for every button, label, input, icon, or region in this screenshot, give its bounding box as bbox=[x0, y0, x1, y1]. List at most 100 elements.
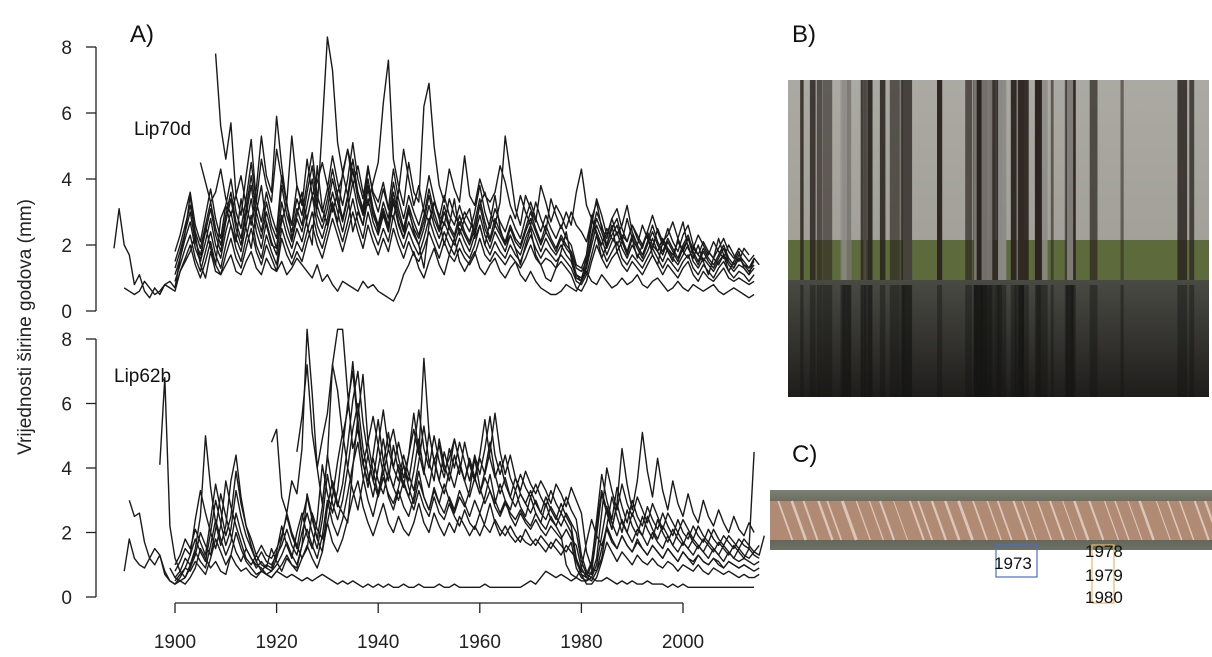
core-ring bbox=[1049, 500, 1065, 541]
core-ring bbox=[840, 500, 858, 541]
core-ring bbox=[868, 500, 885, 541]
photo-trunk-reflection bbox=[903, 285, 912, 397]
photo-trunk-reflection bbox=[1021, 285, 1024, 397]
photo-trunks bbox=[800, 80, 1195, 397]
photo-trunk-reflection bbox=[1177, 285, 1188, 397]
photo-trunk-reflection bbox=[1042, 285, 1048, 397]
photo-water bbox=[788, 280, 1209, 397]
photo-trunk bbox=[981, 80, 993, 280]
photo-trunk-reflection bbox=[861, 285, 873, 397]
photo-trunk-reflection bbox=[867, 285, 873, 397]
photo-trunk-reflection bbox=[975, 285, 982, 397]
site-label-lip70d: Lip70d bbox=[134, 119, 191, 140]
y-tick-label-top-0: 0 bbox=[61, 302, 72, 323]
photo-trunk-reflection bbox=[1017, 285, 1029, 397]
photo-trunk-reflection bbox=[1120, 285, 1124, 397]
photo-trunk-reflection bbox=[1066, 285, 1076, 397]
y-tick-label-bottom-6: 6 bbox=[61, 395, 72, 416]
core-ring bbox=[817, 500, 834, 541]
photo-trunk-reflection bbox=[981, 285, 993, 397]
series-line-bottom-7 bbox=[174, 441, 760, 582]
ring-label-1973: 1973 bbox=[994, 554, 1032, 573]
photo-trunk-reflection bbox=[1066, 285, 1074, 397]
photo-trunk-reflection bbox=[889, 285, 900, 397]
photo-trunk-reflection bbox=[1070, 285, 1075, 397]
photo-trunk-reflection bbox=[842, 285, 852, 397]
core-ring bbox=[855, 500, 871, 541]
x-tick-label-2000: 2000 bbox=[662, 632, 704, 653]
y-axis-title: Vrijednosti širine godova (mm) bbox=[15, 199, 36, 455]
series-line-bottom-1 bbox=[123, 538, 755, 588]
core-ring bbox=[802, 500, 819, 541]
photo-trunk-reflection bbox=[973, 285, 980, 397]
photo-trunk-reflection bbox=[840, 285, 847, 397]
y-tick-label-bottom-4: 4 bbox=[61, 459, 72, 480]
core-ring bbox=[1036, 500, 1053, 541]
photo-trunk-reflection bbox=[974, 285, 977, 397]
core-ring bbox=[1114, 500, 1130, 541]
series-line-top-3 bbox=[214, 36, 750, 263]
photo-trunk bbox=[842, 80, 852, 280]
photo-trunk-reflection bbox=[809, 285, 816, 397]
photo-trunk bbox=[822, 80, 833, 280]
ring-label-1979: 1979 bbox=[1085, 566, 1123, 585]
core-ring bbox=[1127, 500, 1143, 541]
photo-trunk-reflection bbox=[800, 285, 804, 397]
photo-trunk bbox=[860, 80, 863, 280]
panel-a-label: A) bbox=[130, 21, 154, 48]
core-ring bbox=[1178, 500, 1195, 541]
photo-trunk bbox=[1042, 80, 1048, 280]
core-ring bbox=[1138, 500, 1155, 541]
x-ticks: 1900 1920 1940 1960 1980 2000 bbox=[154, 603, 704, 653]
series-line-bottom-2 bbox=[128, 373, 760, 585]
photo-trunk bbox=[1120, 80, 1124, 280]
photo-trunk-reflection bbox=[1018, 285, 1024, 397]
core-ring bbox=[777, 500, 794, 541]
photo-trunk-reflection bbox=[989, 285, 996, 397]
photo-trunk bbox=[1177, 80, 1188, 280]
photo-trunk bbox=[800, 80, 804, 280]
site-label-lip62b: Lip62b bbox=[114, 366, 171, 387]
series-line-bottom-9 bbox=[174, 480, 760, 585]
photo-trunk-reflection bbox=[978, 285, 988, 397]
series-line-top-5 bbox=[174, 158, 755, 273]
x-tick-label-1980: 1980 bbox=[560, 632, 602, 653]
series-line-top-2 bbox=[123, 234, 755, 302]
photo-trunk bbox=[1034, 80, 1041, 280]
y-tick-label-bottom-2: 2 bbox=[61, 524, 72, 545]
photo-trunk bbox=[816, 80, 822, 280]
core-rings bbox=[777, 500, 1212, 541]
core-ring bbox=[986, 500, 1002, 541]
core-ring bbox=[908, 500, 925, 541]
core-ring bbox=[917, 500, 934, 541]
photo-trunk bbox=[1010, 80, 1017, 280]
core-ring bbox=[1193, 500, 1210, 541]
photo-trunk bbox=[809, 80, 816, 280]
photo-trunk bbox=[1089, 80, 1098, 280]
photo-trunk bbox=[867, 80, 873, 280]
ring-label-1980: 1980 bbox=[1085, 588, 1123, 607]
tree-core-sample: 1973 1978 1979 1980 bbox=[770, 490, 1212, 607]
photo-trunk-reflection bbox=[937, 285, 943, 397]
panel-b-label: B) bbox=[792, 21, 816, 48]
photo-trunk bbox=[1050, 80, 1054, 280]
core-ring bbox=[944, 500, 961, 541]
photo-trunk-reflection bbox=[1034, 285, 1041, 397]
y-tick-label-top-6: 6 bbox=[61, 104, 72, 125]
photo-trunk bbox=[965, 80, 973, 280]
core-ring bbox=[1012, 500, 1029, 541]
photo-trunk-reflection bbox=[816, 285, 822, 397]
photo-trunk-reflection bbox=[996, 285, 999, 397]
core-ring bbox=[1088, 500, 1105, 541]
photo-trunk bbox=[1189, 80, 1195, 280]
plot-lip70d: 0 2 4 6 8 Lip70d bbox=[61, 36, 760, 323]
photo-trunk-reflection bbox=[1036, 285, 1043, 397]
series-group-top bbox=[113, 36, 760, 302]
photo-trunk-reflection bbox=[995, 285, 1002, 397]
y-ticks-top: 0 2 4 6 8 bbox=[61, 38, 96, 323]
photo-trunk bbox=[1017, 80, 1029, 280]
core-ring bbox=[1103, 500, 1120, 541]
series-line-bottom-10 bbox=[174, 370, 760, 576]
core-ring bbox=[1166, 500, 1183, 541]
y-tick-label-bottom-8: 8 bbox=[61, 330, 72, 351]
